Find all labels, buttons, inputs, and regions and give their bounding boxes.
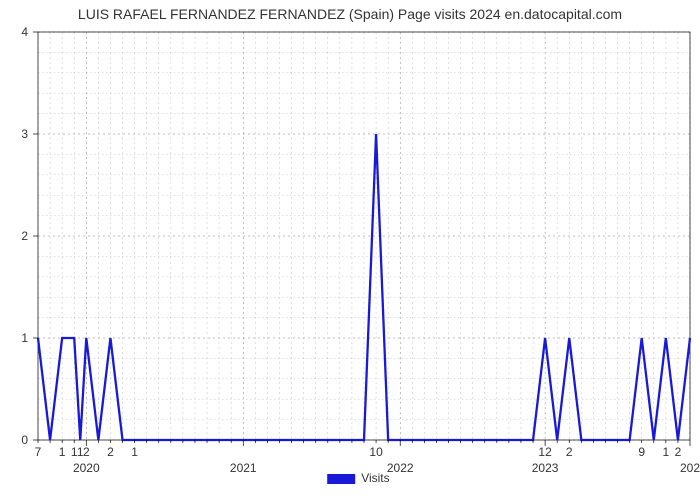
x-point-label: 1 [59,445,66,459]
legend-label: Visits [361,471,389,485]
y-tick-label: 0 [21,433,28,447]
x-point-label: 10 [369,445,383,459]
legend-swatch [327,474,355,484]
x-point-label: 2 [107,445,114,459]
x-year-label: 202 [680,461,700,475]
x-year-label: 2021 [230,461,257,475]
x-point-label: 7 [35,445,42,459]
x-point-label: 2 [566,445,573,459]
x-point-label: 1 [131,445,138,459]
y-tick-label: 1 [21,331,28,345]
x-year-label: 2020 [73,461,100,475]
x-point-label: 2 [83,445,90,459]
y-tick-label: 3 [21,127,28,141]
x-point-label: 9 [638,445,645,459]
y-tick-label: 2 [21,229,28,243]
x-year-label: 2022 [387,461,414,475]
x-point-label: 2 [675,445,682,459]
chart-title: LUIS RAFAEL FERNANDEZ FERNANDEZ (Spain) … [0,6,700,22]
x-year-label: 2023 [532,461,559,475]
x-point-label: 1 [663,445,670,459]
x-point-label: 12 [538,445,552,459]
visits-line-chart: 012347111221101229122020202120222023202V… [0,0,700,500]
y-tick-label: 4 [21,25,28,39]
